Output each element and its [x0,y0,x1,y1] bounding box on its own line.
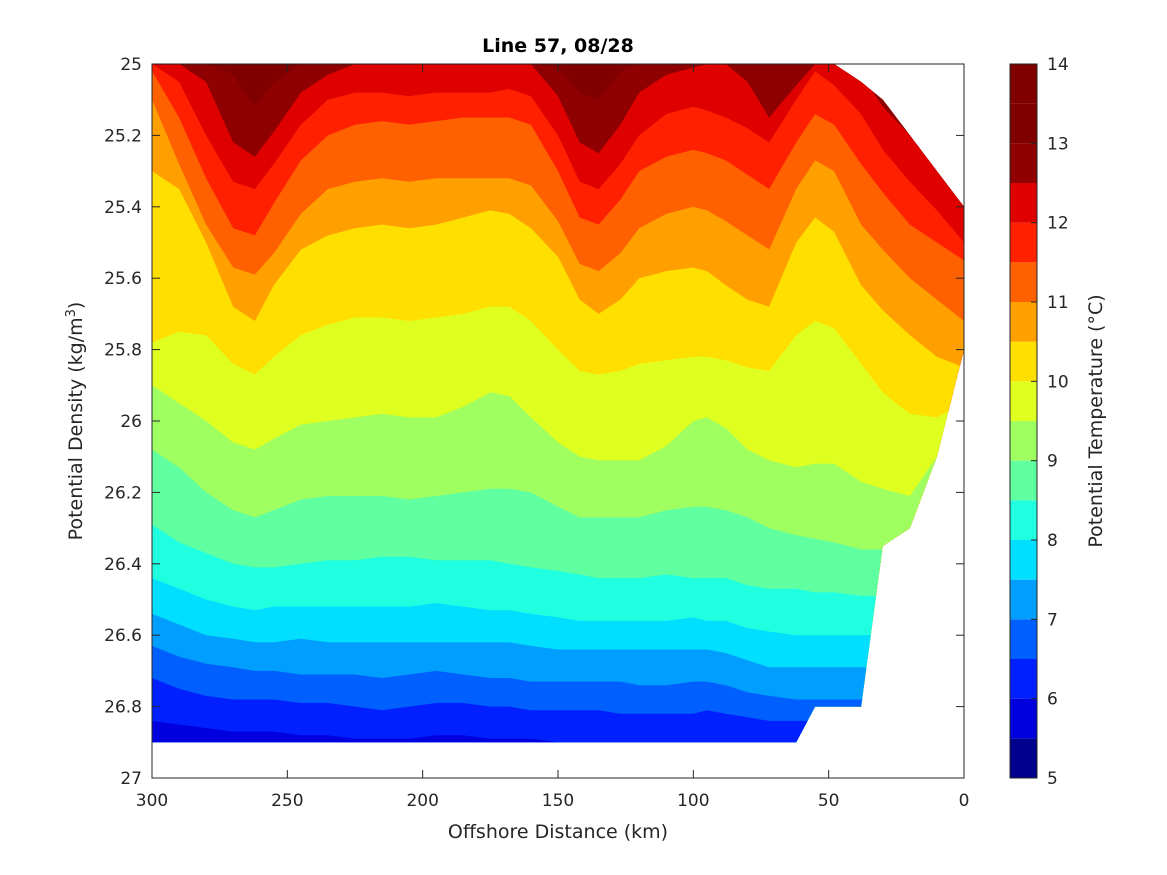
colorbar-swatch [1010,421,1037,461]
y-tick-label: 25 [120,55,142,75]
colorbar-tick-label: 10 [1047,372,1069,392]
colorbar-swatch [1010,381,1037,421]
x-tick-label: 100 [677,791,709,811]
x-tick-label: 300 [136,791,168,811]
y-axis-title: Potential Density (kg/m3) [64,302,88,541]
colorbar-title: Potential Temperature (°C) [1085,294,1107,547]
colorbar-tick-label: 12 [1047,214,1069,234]
y-axis: 25 25.2 25.4 25.6 25.8 26 26.2 26.4 26.6 26.8 27 [104,55,964,789]
colorbar-swatch [1010,579,1037,620]
colorbar-tick-label: 14 [1047,55,1069,75]
colorbar-swatch [1010,698,1037,739]
y-tick-label: 26.6 [104,626,142,646]
x-tick-label: 0 [959,791,970,811]
x-axis: 300 250 200 150 100 50 0 [136,64,970,811]
colorbar-swatch [1010,64,1037,104]
colorbar-swatch [1010,143,1037,183]
colorbar: 5 6 7 8 9 10 11 12 13 14 [1009,55,1069,789]
y-tick-label: 25.2 [104,126,142,146]
x-tick-label: 50 [818,791,840,811]
y-tick-label: 27 [120,769,142,789]
colorbar-swatch [1010,540,1037,580]
colorbar-swatch [1010,262,1037,302]
colorbar-swatch [1010,222,1037,263]
colorbar-swatch [1010,183,1037,223]
x-tick-label: 150 [542,791,574,811]
plot-area: 300 250 200 150 100 50 0 2525.225.425.625.8262… [104,55,969,811]
contour-bands [152,64,964,743]
colorbar-swatches [1010,64,1037,778]
y-tick-label: 26.8 [104,698,142,718]
colorbar-tick-label: 13 [1047,134,1069,154]
colorbar-frame [1009,63,1038,779]
colorbar-swatch [1010,738,1037,778]
contour-band [152,678,964,743]
y-tick-label: 26.4 [104,555,142,575]
x-tick-label: 200 [406,791,438,811]
colorbar-tick-label: 9 [1047,452,1058,472]
y-axis-title-superscript: 3 [64,309,79,317]
colorbar-swatch [1010,659,1037,699]
colorbar-swatch [1010,103,1037,144]
colorbar-ticks: 5 6 7 8 9 10 11 12 13 14 [1031,55,1069,789]
colorbar-tick-label: 8 [1047,531,1058,551]
y-axis-title-main: Potential Density (kg/m [65,317,87,540]
colorbar-swatch [1010,619,1037,659]
y-tick-label: 25.6 [104,269,142,289]
colorbar-tick-label: 11 [1047,293,1069,313]
colorbar-swatch [1010,460,1037,501]
colorbar-tick-label: 7 [1047,610,1058,630]
y-tick-label: 26 [120,412,142,432]
y-tick-label: 25.8 [104,341,142,361]
colorbar-tick-label: 5 [1047,769,1058,789]
colorbar-swatch [1010,341,1037,382]
chart-title: Line 57, 08/28 [482,35,634,57]
y-axis-title-end: ) [65,302,87,309]
colorbar-swatch [1010,500,1037,540]
colorbar-swatch [1010,302,1037,342]
y-tick-label: 26.2 [104,483,142,503]
x-axis-title: Offshore Distance (km) [448,821,668,843]
x-tick-label: 250 [271,791,303,811]
colorbar-tick-label: 6 [1047,690,1058,710]
y-tick-label: 25.4 [104,198,142,218]
